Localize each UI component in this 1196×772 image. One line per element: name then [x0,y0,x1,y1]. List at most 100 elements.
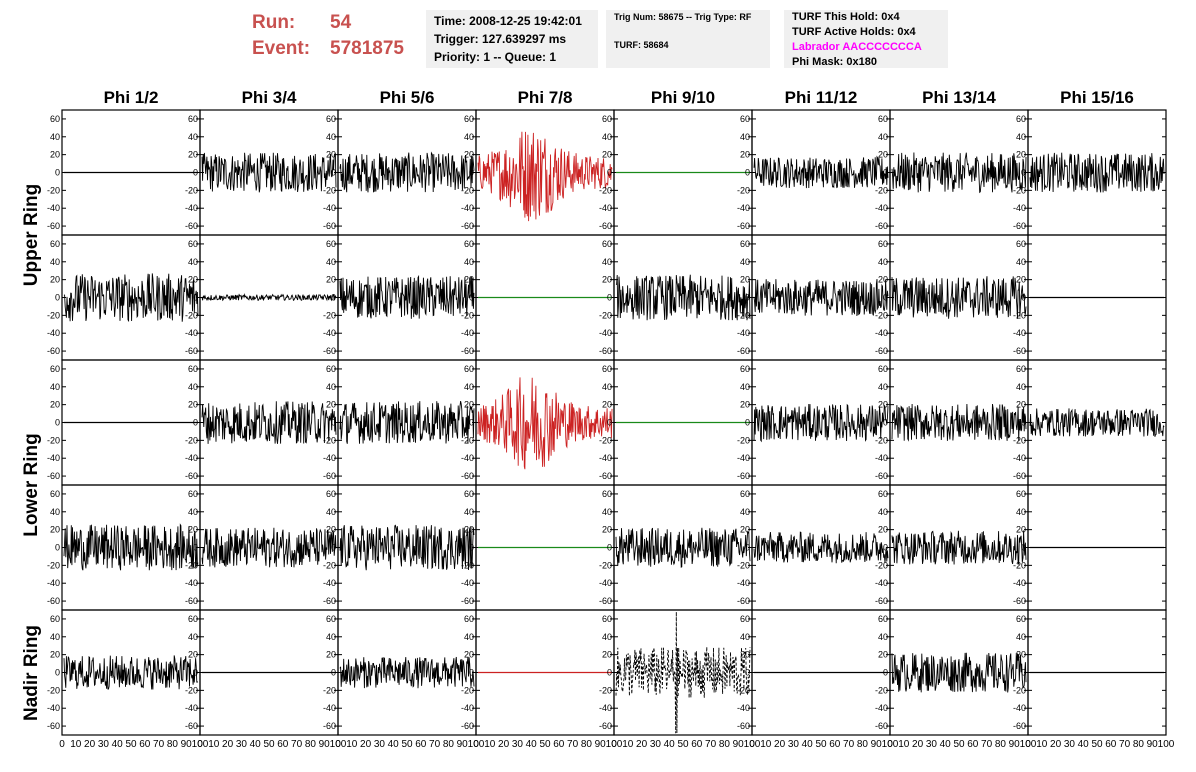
y-tick-label: -40 [185,453,198,463]
y-tick-label: 60 [50,614,60,624]
y-tick-label: 40 [188,632,198,642]
y-tick-label: 60 [1016,114,1026,124]
y-tick-label: 0 [193,293,198,303]
x-tick-label: 40 [250,739,262,750]
y-tick-label: -60 [875,346,888,356]
waveform-panel: -60 -40 -20 0 20 40 60 [599,109,753,236]
waveform-trace [339,656,475,689]
y-tick-label: -20 [875,185,888,195]
y-tick-label: 0 [331,418,336,428]
y-tick-label: 40 [326,632,336,642]
column-header: Phi 7/8 [517,88,573,107]
y-tick-label: -40 [737,453,750,463]
y-tick-label: 60 [326,114,336,124]
y-tick-label: 0 [607,418,612,428]
y-tick-label: 20 [602,275,612,285]
x-tick-label: 80 [719,739,731,750]
x-tick-label: 20 [912,739,924,750]
y-tick-label: 40 [188,507,198,517]
y-tick-label: -60 [737,596,750,606]
y-tick-label: -60 [185,721,198,731]
y-tick-label: 20 [878,525,888,535]
y-tick-label: -40 [323,453,336,463]
y-tick-label: -40 [185,578,198,588]
y-tick-label: -20 [323,560,336,570]
y-tick-label: 60 [50,364,60,374]
y-tick-label: -60 [599,721,612,731]
y-tick-label: -60 [461,596,474,606]
y-tick-label: 60 [326,364,336,374]
y-tick-label: -60 [323,471,336,481]
y-tick-label: 20 [50,650,60,660]
y-tick-label: -40 [323,578,336,588]
y-tick-label: -20 [1013,310,1026,320]
waveform-trace [63,273,199,323]
waveform-panel: -60 -40 -20 0 20 40 60 [737,484,891,611]
y-tick-label: 20 [602,400,612,410]
y-tick-label: 60 [50,114,60,124]
y-tick-label: -20 [185,310,198,320]
x-tick-label: 20 [360,739,372,750]
y-tick-label: 20 [326,650,336,660]
y-tick-label: 20 [1016,525,1026,535]
x-tick-label: 80 [995,739,1007,750]
y-tick-label: 40 [602,507,612,517]
column-header: Phi 1/2 [103,88,159,107]
y-tick-label: -20 [461,560,474,570]
y-tick-label: 0 [607,293,612,303]
y-tick-label: 60 [740,239,750,249]
waveform-trace [615,611,751,734]
y-tick-label: -60 [47,221,60,231]
y-tick-label: 0 [469,293,474,303]
waveform-panel: -60 -40 -20 0 20 40 60 [599,609,753,736]
y-tick-label: -20 [737,435,750,445]
waveform-trace [753,403,889,443]
y-tick-label: 40 [1016,507,1026,517]
y-tick-label: 40 [50,632,60,642]
x-tick-label: 0 [749,739,755,750]
y-tick-label: -40 [461,328,474,338]
y-tick-label: 20 [50,400,60,410]
y-tick-label: 40 [878,257,888,267]
phi-mask-text: Phi Mask: 0x180 [792,56,877,68]
waveform-panel: -60 -40 -20 0 20 40 60 [461,109,615,236]
column-header: Phi 15/16 [1060,88,1134,107]
x-tick-label: 30 [788,739,800,750]
y-tick-label: 20 [50,275,60,285]
x-tick-label: 50 [953,739,965,750]
y-tick-label: -20 [185,685,198,695]
x-tick-label: 0 [1025,739,1031,750]
y-tick-label: -40 [875,453,888,463]
y-tick-label: 20 [464,275,474,285]
y-tick-label: -20 [47,435,60,445]
y-tick-label: 0 [607,168,612,178]
y-tick-label: -40 [599,453,612,463]
x-tick-label: 10 [208,739,220,750]
waveform-panel: -60 -40 -20 0 20 40 60 [875,359,1029,486]
y-tick-label: 20 [464,650,474,660]
y-tick-label: 20 [188,525,198,535]
x-tick-label: 80 [305,739,317,750]
x-tick-label: 40 [526,739,538,750]
y-tick-label: -40 [599,203,612,213]
y-tick-label: -60 [599,596,612,606]
y-tick-label: 0 [331,668,336,678]
panel-frame [751,359,891,486]
y-tick-label: -40 [1013,328,1026,338]
panel-frame [199,359,339,486]
y-tick-label: -60 [47,596,60,606]
y-tick-label: 0 [745,293,750,303]
y-tick-label: 60 [740,614,750,624]
y-tick-label: 20 [1016,150,1026,160]
y-tick-label: 40 [1016,632,1026,642]
y-tick-label: -20 [185,185,198,195]
y-tick-label: 0 [55,543,60,553]
x-tick-label: 40 [664,739,676,750]
y-tick-label: -20 [737,685,750,695]
y-tick-label: 0 [883,293,888,303]
y-tick-label: 60 [326,239,336,249]
x-tick-label: 0 [473,739,479,750]
waveform-panel: -60 -40 -20 0 20 40 60 [47,609,201,736]
y-tick-label: -60 [323,596,336,606]
